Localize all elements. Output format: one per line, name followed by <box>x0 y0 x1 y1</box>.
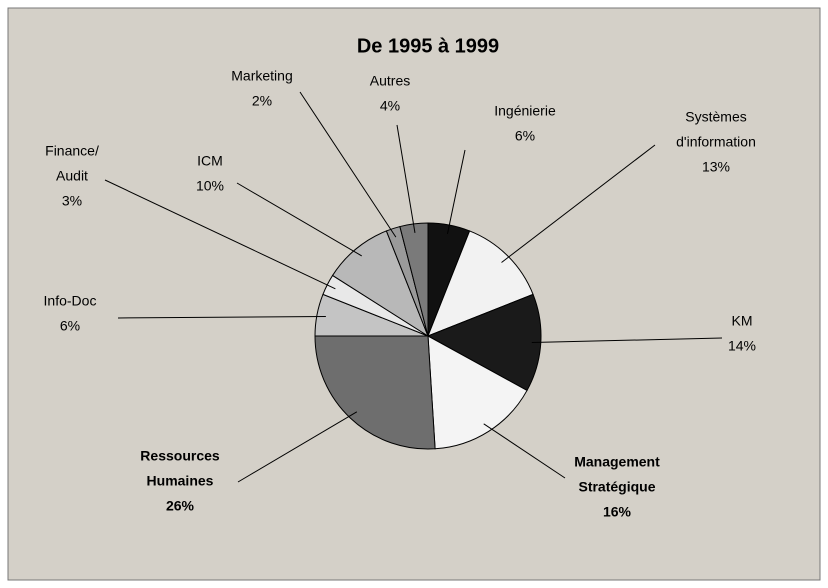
chart-title: De 1995 à 1999 <box>357 35 499 57</box>
slice-value-label: 26% <box>166 498 195 514</box>
slice-label: Humaines <box>147 473 214 489</box>
slice-label: Ingénierie <box>494 103 556 119</box>
leader-line <box>299 91 397 238</box>
leader-line <box>531 337 723 344</box>
slice-label: KM <box>732 313 753 329</box>
slice-value-label: 4% <box>380 98 400 114</box>
leader-line <box>237 411 358 483</box>
leader-line <box>236 182 362 257</box>
leader-line <box>104 179 336 290</box>
slice-value-label: 10% <box>196 178 224 194</box>
slice-value-label: 16% <box>603 504 632 520</box>
pie-slice <box>427 230 534 337</box>
slice-label: Ressources <box>140 448 220 464</box>
slice-label: Autres <box>370 73 410 89</box>
leader-line <box>396 124 416 233</box>
slice-label: Marketing <box>231 68 292 84</box>
leader-line <box>446 149 466 234</box>
leader-line <box>501 144 656 263</box>
slice-label: Management <box>574 454 660 470</box>
pie-slice <box>426 293 542 392</box>
slice-value-label: 13% <box>702 159 730 175</box>
slice-label: Audit <box>56 168 88 184</box>
pie-slice <box>331 230 430 338</box>
slice-label: d'information <box>676 134 756 150</box>
pie-slice <box>427 335 528 450</box>
slice-value-label: 2% <box>252 93 272 109</box>
slice-value-label: 3% <box>62 193 82 209</box>
slice-label: ICM <box>197 153 223 169</box>
leader-line <box>117 316 326 319</box>
slice-label: Info-Doc <box>44 293 97 309</box>
slice-label: Systèmes <box>685 109 746 125</box>
slice-value-label: 14% <box>728 338 756 354</box>
slice-label: Finance/ <box>45 143 99 159</box>
slice-label: Stratégique <box>578 479 655 495</box>
slice-value-label: 6% <box>515 128 535 144</box>
leader-line <box>483 423 566 479</box>
slice-value-label: 6% <box>60 318 80 334</box>
pie-slice <box>314 335 436 450</box>
